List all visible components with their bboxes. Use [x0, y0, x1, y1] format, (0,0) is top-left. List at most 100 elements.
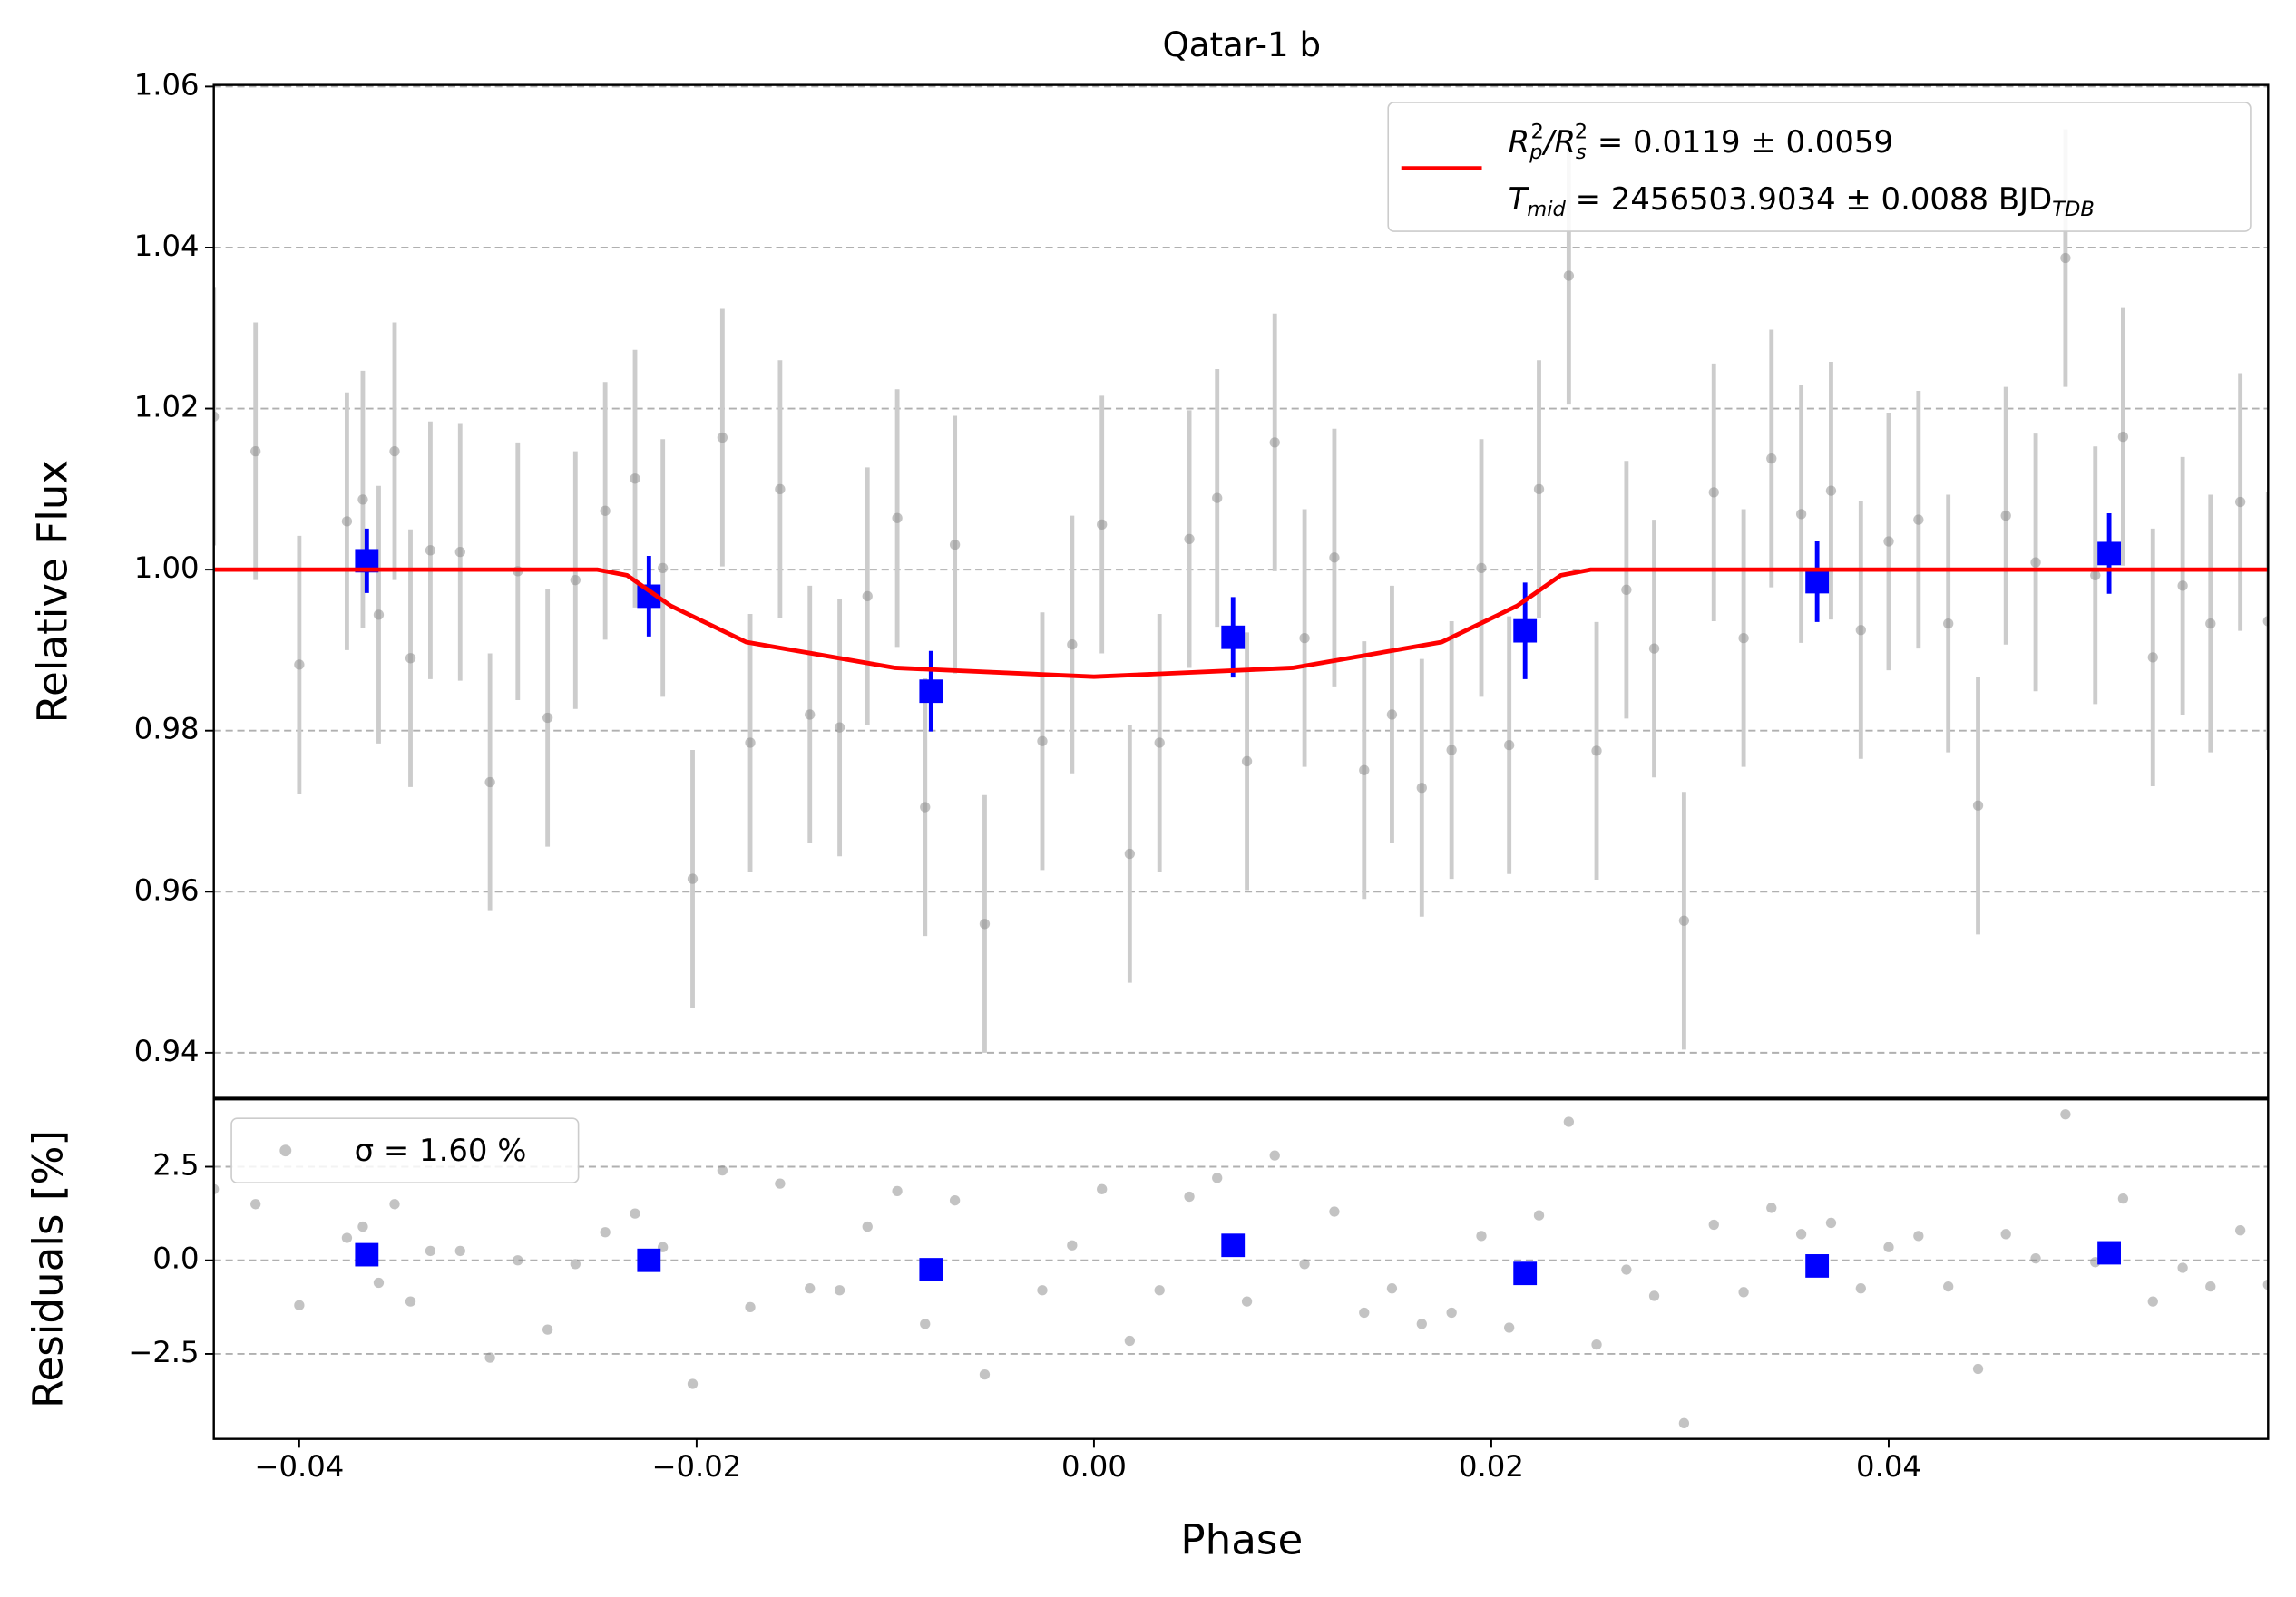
data-point [1299, 1259, 1310, 1270]
data-point [2262, 1279, 2269, 1290]
data-point [484, 776, 495, 788]
y-axis-title: Relative Flux [28, 460, 76, 724]
data-point [1591, 1339, 1602, 1350]
legend-label: Rp2/Rs2 = 0.0119 ± 0.0059 [1509, 120, 1893, 164]
data-point [1648, 1290, 1660, 1301]
data-point [2117, 1193, 2129, 1204]
data-point [1269, 1150, 1280, 1161]
data-point [1766, 1203, 1777, 1213]
data-point [630, 473, 640, 484]
binned-point [1805, 570, 1830, 594]
data-point [1678, 915, 1690, 926]
data-point [1359, 764, 1370, 775]
data-point [389, 445, 400, 457]
data-point [1795, 1229, 1807, 1240]
data-point [2205, 1281, 2216, 1292]
data-point [213, 1183, 220, 1194]
data-point [1563, 270, 1575, 281]
data-point [949, 1195, 961, 1206]
legend-part: 2 [1531, 120, 1544, 143]
data-point [1184, 1191, 1195, 1203]
model-line [213, 567, 2269, 679]
y-tick-label: 0.96 [134, 872, 200, 907]
data-point [775, 483, 786, 494]
data-point [1855, 625, 1866, 636]
data-point [1533, 483, 1545, 494]
binned-point [1221, 1233, 1246, 1258]
data-point [2205, 618, 2216, 629]
data-point [658, 562, 669, 574]
data-point [775, 1178, 786, 1189]
data-point [1972, 1363, 1984, 1375]
data-point [1386, 1283, 1398, 1294]
data-point [357, 1221, 368, 1232]
legend-part: mid [1527, 197, 1566, 220]
data-point [357, 494, 368, 505]
data-point [570, 575, 581, 586]
y-tick-label: −2.5 [128, 1335, 199, 1369]
data-point [1563, 1116, 1575, 1127]
data-point [294, 1300, 305, 1310]
legend-box [1387, 102, 2252, 232]
data-point [600, 1227, 611, 1238]
data-point [250, 445, 261, 457]
data-point [2060, 1109, 2071, 1120]
plot-area [213, 1109, 2269, 1428]
data-point [717, 1164, 728, 1176]
data-point [2147, 652, 2158, 663]
data-point [1738, 632, 1749, 644]
axes: 0.94 0.96 0.98 1.00 1.02 1.04 1.06 −2.5 0.0 2.5 −0… [128, 67, 1921, 1484]
data-point [1067, 1240, 1078, 1251]
x-tick-label: 0.00 [1061, 1449, 1127, 1484]
data-point [1766, 453, 1777, 464]
data-point [373, 1277, 385, 1289]
legend-part: p [1529, 140, 1542, 163]
data-point [979, 1369, 991, 1380]
data-point [834, 722, 845, 733]
data-point [405, 1296, 416, 1307]
data-point [1943, 618, 1954, 629]
data-point [1883, 536, 1894, 547]
legend-part: TDB [2052, 197, 2095, 220]
data-point [1416, 1319, 1427, 1329]
data-point [1621, 1264, 1632, 1275]
legend: Rp2/Rs2 = 0.0119 ± 0.0059 Tmid = 2456503… [1387, 102, 2252, 232]
data-point [1913, 514, 1924, 525]
data-point [1913, 1231, 1924, 1242]
legend-label: Tmid = 2456503.9034 ± 0.0088 BJDTDB [1509, 181, 2095, 221]
y-tick-label: 1.06 [134, 67, 200, 102]
x-tick-label: −0.02 [651, 1449, 741, 1484]
data-point [1708, 487, 1719, 498]
data-point [341, 516, 353, 527]
data-point [425, 1245, 436, 1257]
data-point [1795, 509, 1807, 520]
data-point [2234, 496, 2246, 508]
data-point [1154, 737, 1165, 748]
data-point [892, 1185, 903, 1197]
y-tick-label: 0.94 [134, 1034, 200, 1068]
y-tick-label: 0.98 [134, 712, 200, 746]
data-point [1154, 1285, 1165, 1296]
x-tick-label: 0.02 [1459, 1449, 1524, 1484]
legend-swatch [279, 1144, 292, 1157]
binned-point [2097, 541, 2122, 566]
data-point [1591, 745, 1602, 756]
data-point [1097, 1183, 1108, 1194]
data-point [630, 1208, 640, 1219]
data-point [1621, 584, 1632, 595]
data-point [862, 590, 873, 602]
binned-point [1513, 618, 1538, 643]
data-point [1124, 1335, 1135, 1347]
data-point [1124, 848, 1135, 860]
plot-frame [212, 83, 2270, 1099]
data-point [1299, 632, 1310, 644]
data-point [570, 1259, 581, 1270]
data-point [979, 919, 991, 930]
data-point [2090, 570, 2101, 580]
legend-part: /R [1541, 124, 1576, 160]
y-tick-label: 1.02 [134, 390, 200, 424]
binned-point [2097, 1241, 2122, 1265]
data-point [1825, 485, 1837, 496]
data-point [2030, 557, 2041, 568]
